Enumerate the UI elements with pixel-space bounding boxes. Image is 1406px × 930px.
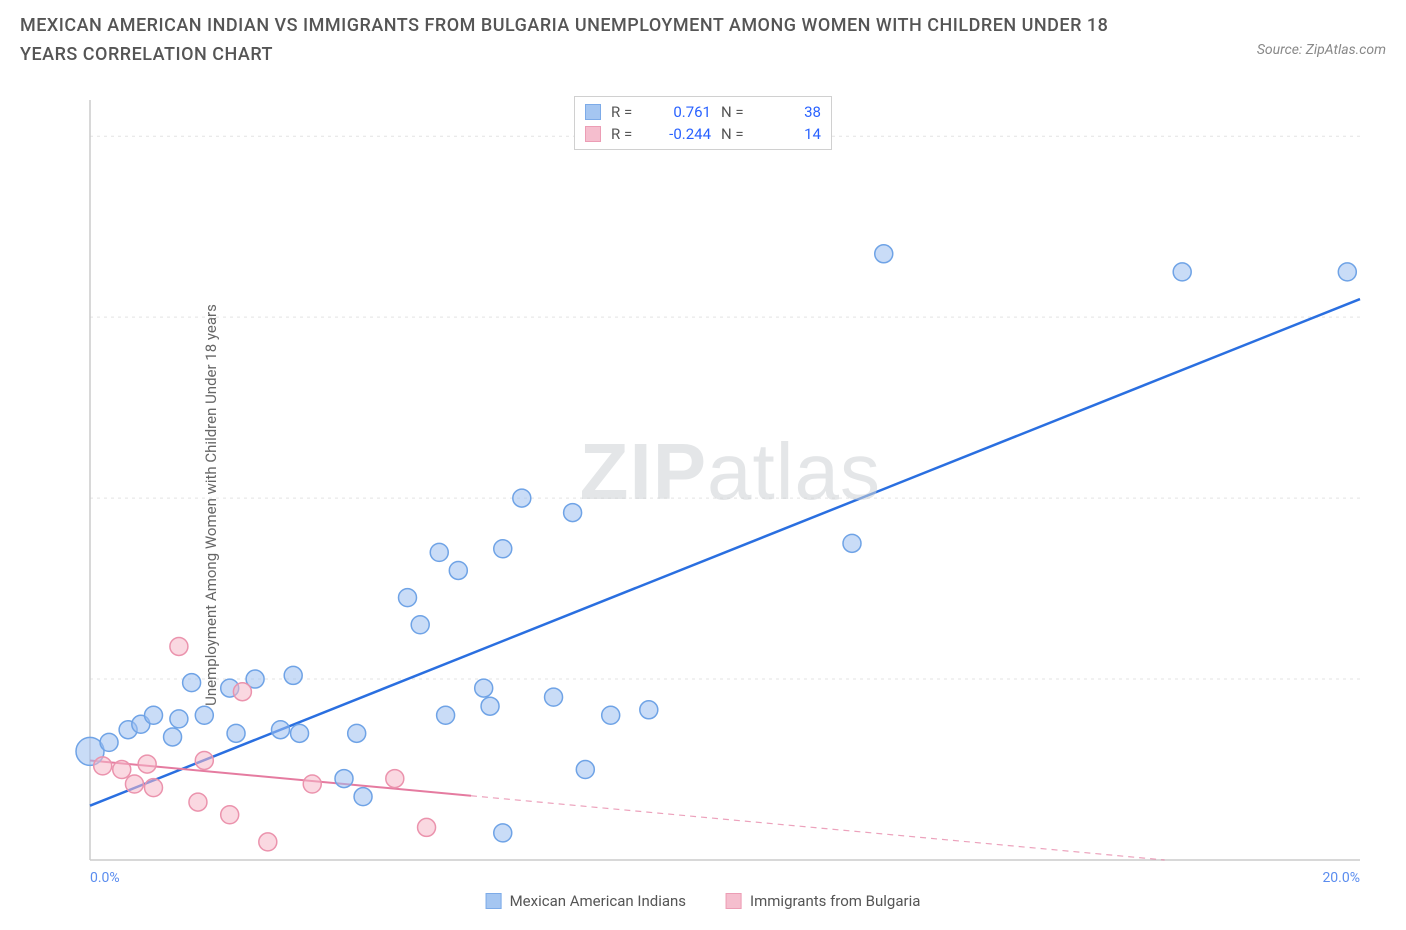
page-title: MEXICAN AMERICAN INDIAN VS IMMIGRANTS FR… — [20, 12, 1120, 70]
y-axis-label: Unemployment Among Women with Children U… — [202, 304, 220, 706]
stat-value-r: 0.761 — [651, 103, 711, 121]
stat-label-n: N = — [721, 125, 751, 143]
swatch-icon — [486, 893, 502, 909]
stat-label-n: N = — [721, 103, 751, 121]
svg-text:20.0%: 20.0% — [1322, 870, 1360, 886]
stat-value-r: -0.244 — [651, 125, 711, 143]
stat-value-n: 38 — [761, 103, 821, 121]
series-name: Immigrants from Bulgaria — [750, 892, 920, 910]
chart-container: Unemployment Among Women with Children U… — [20, 90, 1386, 920]
svg-text:0.0%: 0.0% — [90, 870, 120, 886]
stats-legend: R = 0.761 N = 38 R = -0.244 N = 14 — [574, 96, 832, 150]
series-name: Mexican American Indians — [510, 892, 686, 910]
swatch-icon — [585, 104, 601, 120]
source-attribution: Source: ZipAtlas.com — [1257, 42, 1386, 58]
stats-legend-row: R = -0.244 N = 14 — [585, 123, 821, 145]
swatch-icon — [585, 126, 601, 142]
correlation-scatter-chart: 10.0%20.0%30.0%40.0%0.0%20.0% — [20, 90, 1366, 910]
stat-label-r: R = — [611, 125, 641, 143]
series-legend-item: Immigrants from Bulgaria — [726, 892, 920, 910]
swatch-icon — [726, 893, 742, 909]
stat-label-r: R = — [611, 103, 641, 121]
stats-legend-row: R = 0.761 N = 38 — [585, 101, 821, 123]
stat-value-n: 14 — [761, 125, 821, 143]
series-legend: Mexican American Indians Immigrants from… — [486, 892, 921, 910]
series-legend-item: Mexican American Indians — [486, 892, 686, 910]
